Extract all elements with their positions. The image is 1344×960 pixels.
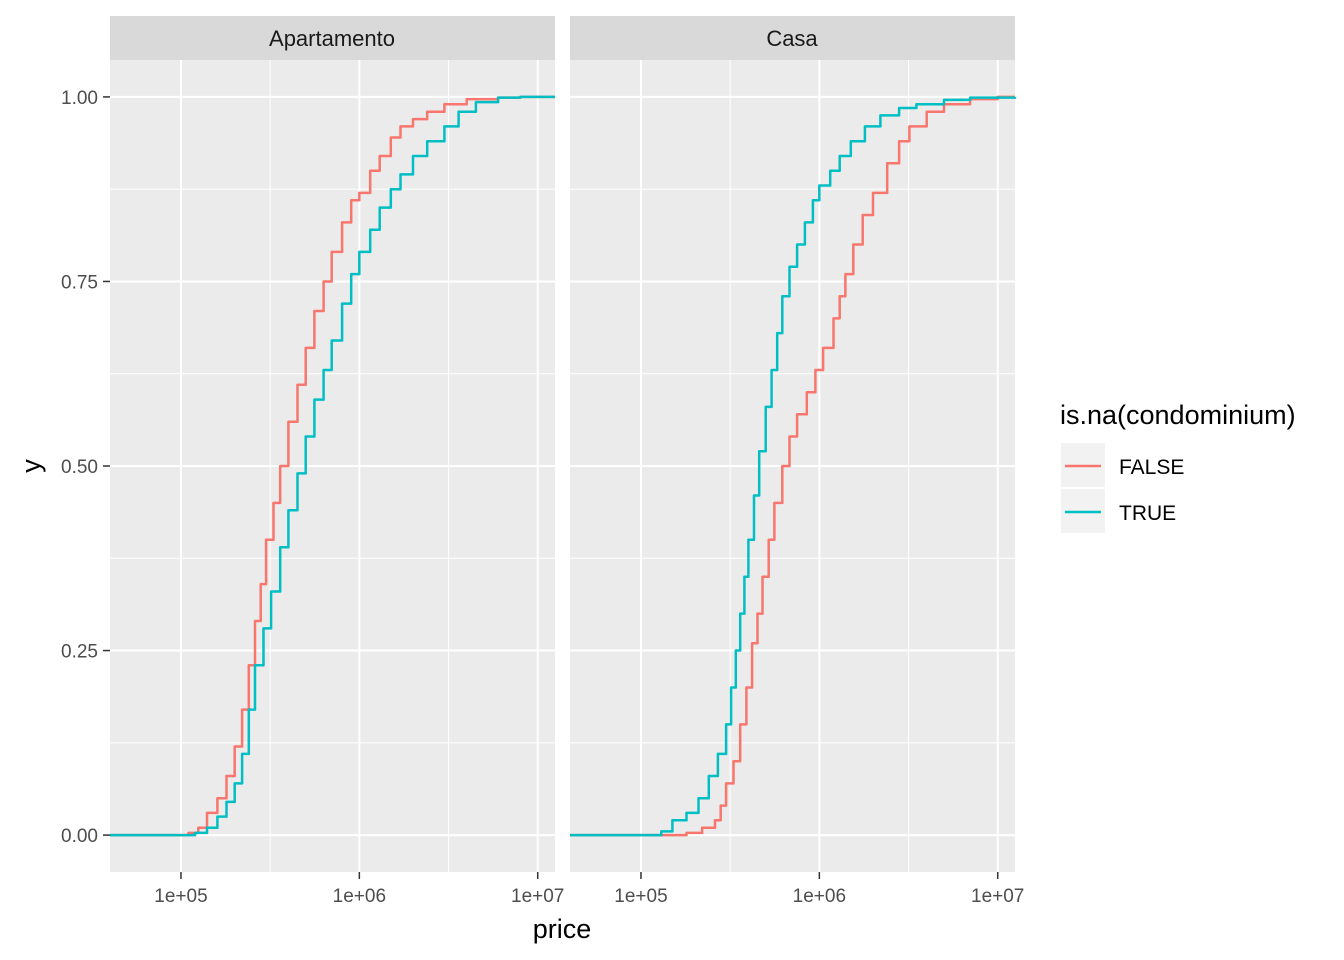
legend-label-false: FALSE <box>1119 456 1184 479</box>
facet-panel-apartamento: Apartamento 1e+05 1e+06 1e+07 <box>110 16 564 907</box>
ecdf-line-true <box>570 96 1017 837</box>
y-tick-label: 0.00 <box>61 826 98 847</box>
facet-strip-label-casa: Casa <box>766 26 818 51</box>
x-axis-casa: 1e+05 1e+06 1e+07 <box>614 872 1024 907</box>
facet-strip-casa <box>570 16 1015 60</box>
series-lines-casa <box>570 95 1017 837</box>
x-tick-label: 1e+06 <box>333 886 386 907</box>
y-tick-label: 0.75 <box>61 272 98 293</box>
x-tick-label: 1e+07 <box>511 886 564 907</box>
x-tick-label: 1e+05 <box>614 886 667 907</box>
y-tick-label: 0.50 <box>61 457 98 478</box>
y-tick-label: 0.25 <box>61 642 98 663</box>
facet-strip-label-apartamento: Apartamento <box>269 26 395 51</box>
x-tick-label: 1e+07 <box>971 886 1024 907</box>
ecdf-line-false <box>110 95 555 837</box>
x-tick-label: 1e+06 <box>793 886 846 907</box>
ecdf-line-false <box>570 95 1015 837</box>
y-tick-label: 1.00 <box>61 88 98 109</box>
x-tick-label: 1e+05 <box>154 886 207 907</box>
x-axis-title: price <box>533 914 592 944</box>
series-lines-apartamento <box>110 95 555 837</box>
gridlines-apartamento <box>110 60 555 872</box>
y-axis-title: y <box>16 459 46 473</box>
facet-panel-casa: Casa 1e+05 1e+06 1e+07 <box>570 16 1024 907</box>
facet-strip-apartamento <box>110 16 555 60</box>
ecdf-line-true <box>110 95 555 837</box>
x-axis-apartamento: 1e+05 1e+06 1e+07 <box>154 872 564 907</box>
y-axis: 0.00 0.25 0.50 0.75 1.00 <box>61 88 110 847</box>
legend-label-true: TRUE <box>1119 502 1176 525</box>
legend-title: is.na(condominium) <box>1060 400 1296 430</box>
legend: is.na(condominium) FALSE TRUE <box>1060 400 1296 533</box>
